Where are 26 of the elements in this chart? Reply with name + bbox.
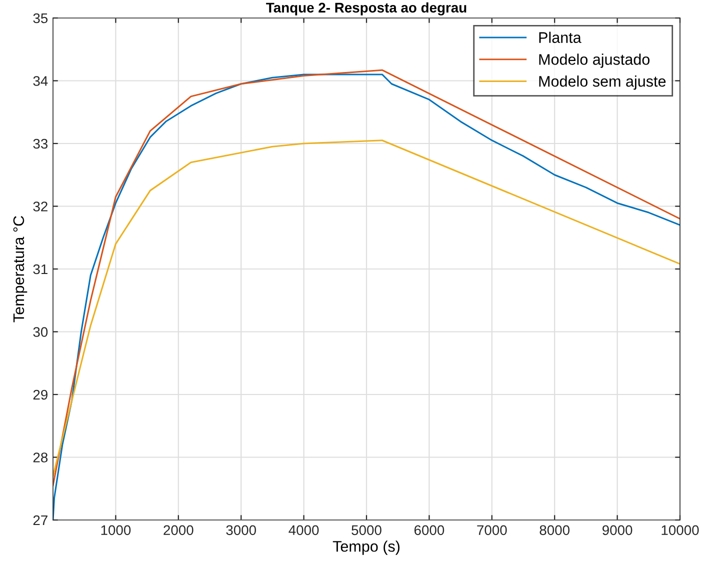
y-tick-label: 29 <box>33 390 48 400</box>
x-tick-label: 10000 <box>662 525 699 536</box>
y-tick-label: 31 <box>33 264 48 274</box>
x-tick-label: 9000 <box>602 525 632 536</box>
legend-label: Planta <box>539 32 582 43</box>
x-axis-title: Tempo (s) <box>332 540 400 555</box>
y-tick-label: 28 <box>33 452 48 462</box>
legend-label: Modelo sem ajuste <box>539 76 666 90</box>
x-tick-label: 2000 <box>164 525 194 536</box>
x-tick-label: 7000 <box>477 525 507 536</box>
y-tick-label: 30 <box>33 327 48 337</box>
x-tick-label: 3000 <box>226 525 256 536</box>
x-tick-label: 1000 <box>101 525 131 536</box>
y-tick-label: 32 <box>33 202 48 212</box>
x-tick-label: 6000 <box>414 525 444 536</box>
chart-title: Tanque 2- Resposta ao degrau <box>266 2 466 16</box>
legend-label: Modelo ajustado <box>539 54 650 68</box>
y-axis-title: Temperatura °C <box>13 216 28 322</box>
y-tick-label: 34 <box>33 76 48 86</box>
x-tick-label: 8000 <box>540 525 570 536</box>
x-tick-label: 5000 <box>352 525 382 536</box>
x-tick-label: 4000 <box>288 525 319 536</box>
y-tick-label: 33 <box>33 138 48 149</box>
line-series <box>53 140 680 477</box>
y-tick-label: 35 <box>33 13 48 24</box>
y-tick-label: 27 <box>33 515 48 526</box>
